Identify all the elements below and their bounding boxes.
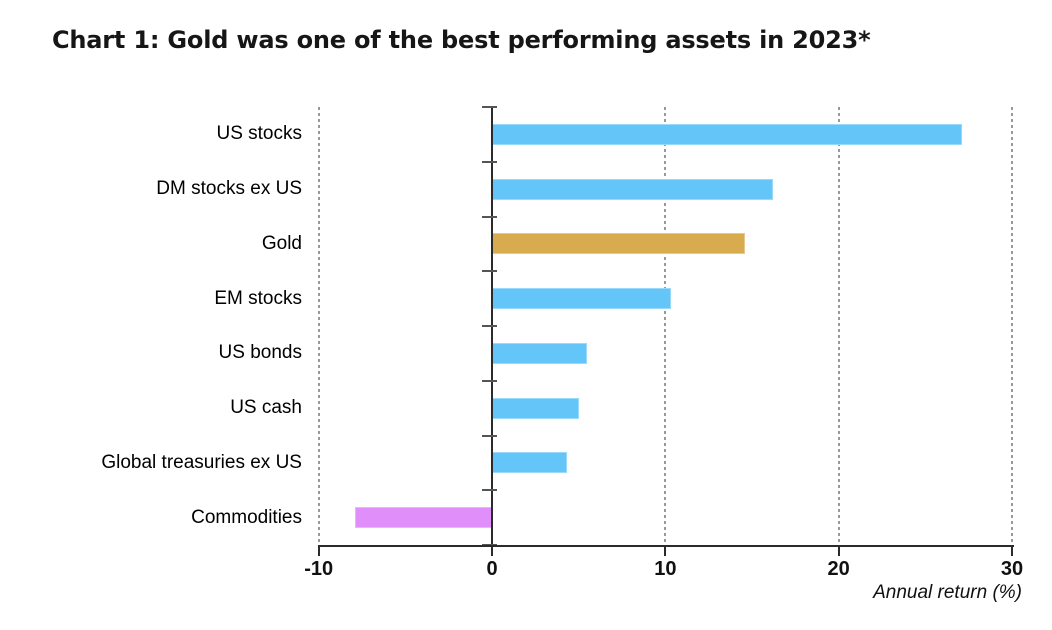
bar-global-treasuries-ex-us — [492, 452, 567, 474]
x-tick-label-30: 30 — [1000, 558, 1024, 580]
x-axis-tick--10 — [317, 545, 320, 556]
bar-gold — [492, 233, 746, 255]
chart-title: Chart 1: Gold was one of the best perfor… — [52, 26, 871, 54]
bar-us-cash — [492, 397, 579, 419]
category-label: US cash — [230, 397, 302, 419]
category-label: US stocks — [216, 123, 302, 145]
y-axis-tick — [482, 434, 497, 437]
y-axis-tick — [482, 489, 497, 492]
x-axis-tick-10 — [664, 545, 667, 556]
category-label: Commodities — [191, 506, 302, 528]
bar-us-bonds — [492, 342, 588, 364]
category-label: US bonds — [218, 342, 302, 364]
x-tick-label-10: 10 — [654, 558, 677, 580]
x-tick-label-20: 20 — [827, 558, 850, 580]
bar-us-stocks — [492, 123, 962, 145]
x-axis-tick-20 — [837, 545, 840, 556]
y-axis-tick — [482, 270, 497, 273]
x-axis-title: Annual return (%) — [873, 582, 1022, 603]
y-axis-tick — [482, 379, 497, 382]
y-axis-tick — [482, 215, 497, 218]
category-label: EM stocks — [214, 287, 302, 309]
gridline--10 — [317, 107, 320, 545]
gridline-10 — [664, 107, 667, 545]
bar-em-stocks — [492, 288, 671, 310]
gridline-20 — [837, 107, 840, 545]
y-axis-tick — [482, 106, 497, 108]
bar-commodities — [355, 507, 492, 529]
category-label: DM stocks ex US — [156, 178, 302, 200]
gridline-30 — [1010, 107, 1013, 545]
category-label: Gold — [261, 232, 302, 254]
y-axis-tick — [482, 160, 497, 163]
x-tick-label--10: -10 — [304, 558, 334, 580]
category-label: Global treasuries ex US — [101, 451, 302, 473]
y-axis-tick — [482, 325, 497, 327]
x-axis-tick-0 — [491, 545, 493, 556]
x-axis-tick-30 — [1010, 545, 1013, 556]
bar-dm-stocks-ex-us — [492, 178, 773, 200]
x-tick-label-0: 0 — [486, 558, 498, 580]
